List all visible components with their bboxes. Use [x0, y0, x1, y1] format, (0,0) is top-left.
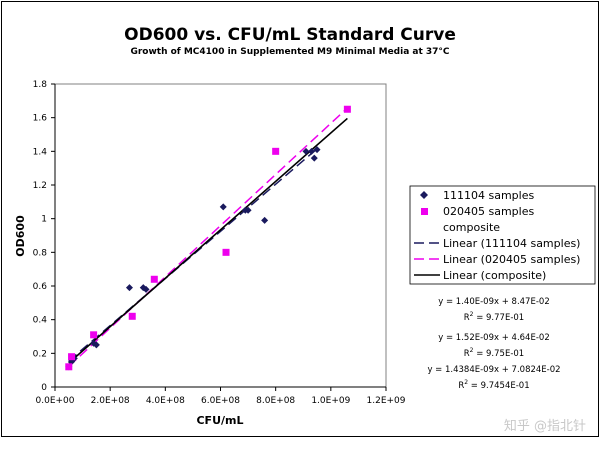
- data-points: [65, 105, 351, 371]
- r2-value-composite: = 9.7454E-01: [468, 381, 530, 391]
- data-point-020405: [343, 105, 351, 113]
- y-tick-label: 0: [41, 383, 47, 393]
- legend-marker-020405: [421, 208, 428, 215]
- data-point-111104: [244, 206, 252, 214]
- legend-label-linear-020405: Linear (020405 samples): [443, 253, 580, 266]
- data-point-111104: [142, 285, 150, 293]
- data-point-111104: [308, 147, 316, 155]
- r2-composite: R2 = 9.7454E-01: [458, 379, 529, 391]
- data-point-111104: [261, 216, 269, 224]
- r2-symbol: R: [464, 313, 470, 323]
- chart-title: OD600 vs. CFU/mL Standard Curve: [124, 25, 456, 45]
- y-ticks: 0 0.2 0.4 0.6 0.8 1 1.2 1.4 1.6 1.8: [33, 80, 55, 393]
- trendline-composite: [68, 117, 348, 364]
- data-point-111104: [310, 154, 318, 162]
- data-point-020405: [222, 248, 230, 256]
- legend-label-linear-111104: Linear (111104 samples): [443, 237, 580, 250]
- x-tick-label: 4.0E+08: [146, 396, 185, 406]
- r2-111104: R2 = 9.77E-01: [464, 311, 524, 323]
- x-tick-label: 1.0E+09: [311, 396, 350, 406]
- y-axis-label: OD600: [14, 215, 27, 257]
- data-point-020405: [65, 363, 73, 371]
- y-tick-label: 1.4: [33, 147, 48, 157]
- r2-020405: R2 = 9.75E-01: [464, 347, 524, 359]
- legend-marker-111104: [420, 191, 428, 199]
- r2-value-020405: = 9.75E-01: [474, 349, 525, 359]
- x-tick-label: 8.0E+08: [256, 396, 295, 406]
- r2-symbol: R: [464, 349, 470, 359]
- chart-subtitle: Growth of MC4100 in Supplemented M9 Mini…: [130, 47, 449, 57]
- data-point-020405: [272, 147, 280, 155]
- y-tick-label: 0.2: [33, 349, 47, 359]
- x-tick-label: 1.2E+09: [367, 396, 406, 406]
- r2-exponent: 2: [464, 379, 468, 386]
- y-tick-label: 0.4: [33, 316, 48, 326]
- data-point-020405: [90, 331, 98, 339]
- data-point-020405: [68, 353, 76, 361]
- trendlines: [68, 107, 348, 367]
- data-point-020405: [128, 312, 136, 320]
- legend-label-composite: composite: [443, 221, 500, 234]
- r2-value-111104: = 9.77E-01: [474, 313, 525, 323]
- x-tick-label: 2.0E+08: [91, 396, 130, 406]
- y-tick-label: 0.6: [33, 282, 48, 292]
- equation-annotations: y = 1.40E-09x + 8.47E-02 R2 = 9.77E-01 y…: [427, 297, 560, 391]
- y-tick-label: 1.2: [33, 181, 47, 191]
- trendline-020405: [68, 107, 348, 367]
- y-tick-label: 1.8: [33, 80, 48, 90]
- legend-box: [409, 185, 596, 285]
- r2-exponent: 2: [470, 347, 474, 354]
- x-tick-label: 6.0E+08: [201, 396, 240, 406]
- x-axis-label: CFU/mL: [196, 414, 243, 427]
- legend: 111104 samples 020405 samples composite …: [409, 185, 596, 285]
- y-tick-label: 1.6: [33, 114, 48, 124]
- legend-label-111104: 111104 samples: [443, 189, 534, 202]
- data-point-111104: [302, 147, 310, 155]
- equation-111104: y = 1.40E-09x + 8.47E-02: [438, 297, 549, 307]
- data-point-111104: [92, 341, 100, 349]
- r2-exponent: 2: [470, 311, 474, 318]
- x-tick-label: 0.0E+00: [36, 396, 75, 406]
- data-point-111104: [313, 146, 321, 154]
- data-point-111104: [125, 284, 133, 292]
- plot-area: [54, 83, 387, 388]
- legend-label-linear-composite: Linear (composite): [443, 269, 546, 282]
- r2-symbol: R: [458, 381, 464, 391]
- legend-label-020405: 020405 samples: [443, 205, 534, 218]
- watermark: 知乎 @指北针: [504, 418, 586, 434]
- equation-020405: y = 1.52E-09x + 4.64E-02: [438, 333, 549, 343]
- data-point-020405: [150, 275, 158, 283]
- y-tick-label: 1: [41, 215, 47, 225]
- x-ticks: 0.0E+00 2.0E+08 4.0E+08 6.0E+08 8.0E+08 1.0E+…: [36, 387, 406, 406]
- y-tick-label: 0.8: [33, 248, 48, 258]
- data-point-111104: [219, 203, 227, 211]
- equation-composite: y = 1.4384E-09x + 7.0824E-02: [427, 365, 560, 375]
